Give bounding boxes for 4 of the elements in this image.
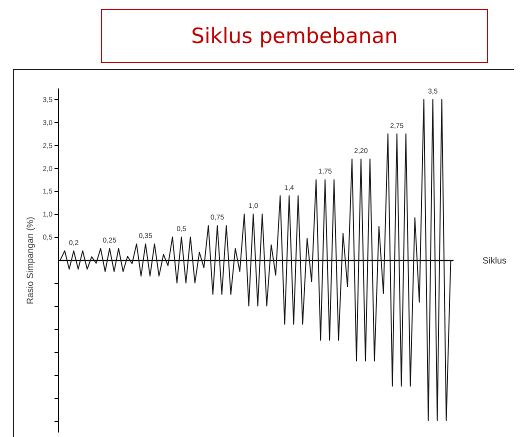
x-axis-title: Siklus: [482, 256, 508, 266]
y-axis-title: Rasio Simpangan (%): [24, 216, 35, 304]
chart-title: Siklus pembebanan: [101, 9, 488, 63]
line-series: [60, 98, 452, 422]
